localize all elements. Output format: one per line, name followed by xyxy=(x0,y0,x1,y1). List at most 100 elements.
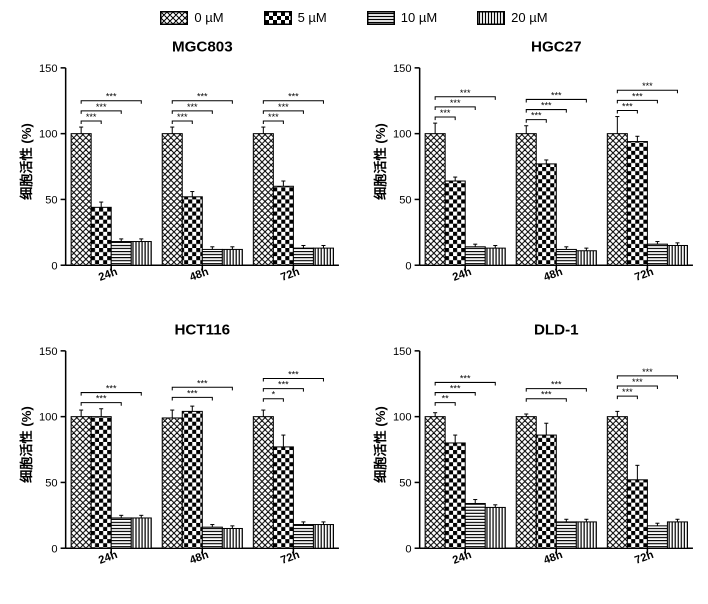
bar xyxy=(202,527,222,548)
sig-label: *** xyxy=(288,370,299,380)
sig-label: *** xyxy=(450,384,461,394)
legend-item: 5 µM xyxy=(264,10,327,25)
bar xyxy=(667,522,687,548)
sig-label: *** xyxy=(541,101,552,111)
y-tick-label: 150 xyxy=(39,346,58,358)
bar xyxy=(111,242,131,266)
bar xyxy=(485,248,505,265)
sig-label: *** xyxy=(460,374,471,384)
bar xyxy=(425,417,445,549)
sig-label: ** xyxy=(442,394,450,404)
x-tick-label: 24h xyxy=(451,549,473,567)
y-axis-label: 细胞活性 (%) xyxy=(372,406,388,483)
bar xyxy=(445,443,465,548)
bar xyxy=(445,181,465,265)
legend-swatch xyxy=(160,11,188,25)
bar xyxy=(253,134,273,266)
sig-label: *** xyxy=(541,390,552,400)
y-tick-label: 150 xyxy=(393,63,412,75)
bar xyxy=(647,244,667,265)
chart-dld1: DLD-1细胞活性 (%)05010015024h********48h****… xyxy=(364,318,698,591)
sig-label: *** xyxy=(278,102,289,112)
legend-item: 10 µM xyxy=(367,10,437,25)
y-tick-label: 150 xyxy=(393,346,412,358)
bar xyxy=(111,518,131,548)
x-tick-label: 24h xyxy=(97,266,119,284)
bar xyxy=(182,197,202,265)
bar xyxy=(131,518,151,548)
bar xyxy=(91,417,111,549)
sig-label: *** xyxy=(278,380,289,390)
x-tick-label: 24h xyxy=(451,266,473,284)
bar xyxy=(485,508,505,549)
chart-title: HGC27 xyxy=(531,39,582,56)
y-tick-label: 100 xyxy=(39,412,58,424)
sig-label: * xyxy=(272,390,276,400)
sig-label: *** xyxy=(622,387,633,397)
x-tick-label: 48h xyxy=(188,549,210,567)
bar xyxy=(162,418,182,548)
x-tick-label: 72h xyxy=(279,266,301,284)
y-tick-label: 100 xyxy=(39,129,58,141)
bar xyxy=(222,249,242,265)
legend-item: 0 µM xyxy=(160,10,223,25)
sig-label: *** xyxy=(177,112,188,122)
bar xyxy=(71,417,91,549)
bar xyxy=(293,525,313,549)
bar xyxy=(667,245,687,265)
bar xyxy=(313,525,333,549)
sig-label: *** xyxy=(96,102,107,112)
sig-label: *** xyxy=(106,92,117,102)
y-tick-label: 0 xyxy=(51,543,57,555)
bar xyxy=(465,247,485,265)
x-tick-label: 72h xyxy=(633,266,655,284)
chart-title: DLD-1 xyxy=(534,322,579,339)
bar xyxy=(607,417,627,549)
bar xyxy=(253,417,273,549)
legend-swatch xyxy=(264,11,292,25)
bar xyxy=(556,522,576,548)
bar xyxy=(576,522,596,548)
bar xyxy=(536,435,556,548)
bar xyxy=(576,251,596,265)
sig-label: *** xyxy=(551,380,562,390)
bar xyxy=(627,142,647,266)
y-tick-label: 150 xyxy=(39,63,58,75)
sig-label: *** xyxy=(187,389,198,399)
sig-label: *** xyxy=(106,384,117,394)
y-axis-label: 细胞活性 (%) xyxy=(372,123,388,200)
x-tick-label: 48h xyxy=(188,266,210,284)
legend-label: 10 µM xyxy=(401,10,437,25)
y-tick-label: 100 xyxy=(393,412,412,424)
chart-hgc27: HGC27细胞活性 (%)05010015024h*********48h***… xyxy=(364,35,698,308)
y-tick-label: 0 xyxy=(51,260,57,272)
y-tick-label: 0 xyxy=(405,543,411,555)
sig-label: *** xyxy=(86,112,97,122)
bar xyxy=(536,164,556,265)
sig-label: *** xyxy=(642,81,653,91)
sig-label: *** xyxy=(197,378,208,388)
bar xyxy=(273,186,293,265)
x-tick-label: 48h xyxy=(542,549,564,567)
y-tick-label: 50 xyxy=(399,194,411,206)
sig-label: *** xyxy=(187,102,198,112)
sig-label: *** xyxy=(622,101,633,111)
sig-label: *** xyxy=(551,90,562,100)
bar xyxy=(222,529,242,549)
chart-mgc803: MGC803细胞活性 (%)05010015024h*********48h**… xyxy=(10,35,344,308)
sig-label: *** xyxy=(632,377,643,387)
chart-title: MGC803 xyxy=(172,39,233,56)
legend-label: 5 µM xyxy=(298,10,327,25)
bar xyxy=(202,249,222,265)
x-tick-label: 48h xyxy=(542,266,564,284)
bar xyxy=(425,134,445,266)
bar xyxy=(516,417,536,549)
bar xyxy=(162,134,182,266)
bar xyxy=(627,480,647,548)
x-tick-label: 24h xyxy=(97,549,119,567)
bar xyxy=(91,207,111,265)
sig-label: *** xyxy=(268,112,279,122)
sig-label: *** xyxy=(531,111,542,121)
y-axis-label: 细胞活性 (%) xyxy=(18,123,34,200)
bar xyxy=(131,242,151,266)
